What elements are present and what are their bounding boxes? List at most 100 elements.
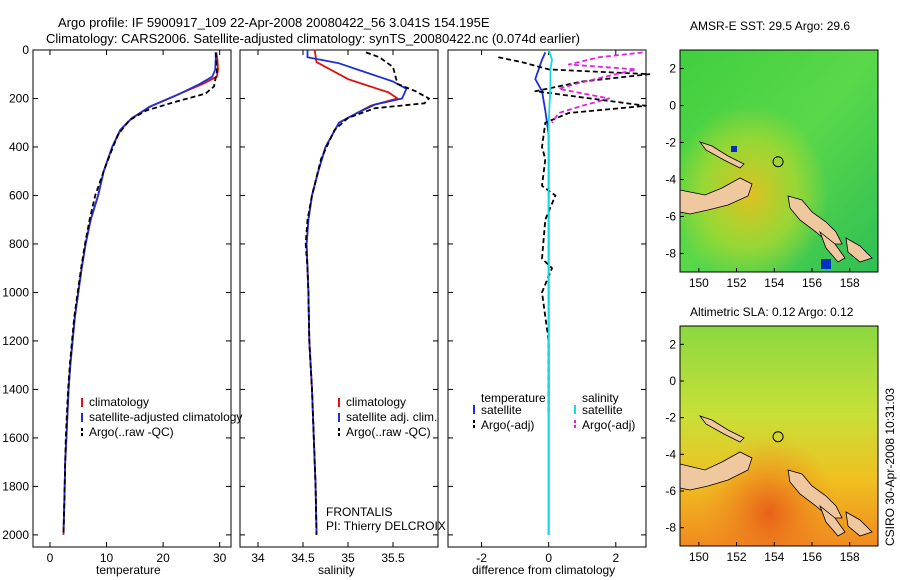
sla-map-title: Altimetric SLA: 0.12 Argo: 0.12 <box>690 305 854 319</box>
legend-label-temp-satellite: satellite <box>481 403 522 417</box>
x-tick-label: 10 <box>100 551 114 565</box>
sst-axes-frame <box>679 49 879 273</box>
sla-coastline <box>679 415 873 537</box>
legend-heading-temperature: temperature <box>481 391 546 405</box>
y-tick-label: 1000 <box>2 285 29 299</box>
legend-label-satellite: satellite-adjusted climatology <box>89 410 242 424</box>
x-tick-label: 20 <box>156 551 170 565</box>
y-tick-label: -6 <box>665 210 676 224</box>
difference-xlabel: difference from climatology <box>472 563 615 577</box>
legend-label-temp-argo: Argo(-adj) <box>481 418 534 432</box>
y-tick-label: 0 <box>22 43 29 57</box>
salinity-panel: 34 34.5 35 35.5 salinity climatology satell… <box>239 49 446 577</box>
x-tick-label: 150 <box>689 276 709 290</box>
temperature-xlabel: temperature <box>96 563 161 577</box>
series-line <box>305 49 399 535</box>
legend-heading-salinity: salinity <box>582 391 619 405</box>
x-tick-label: 158 <box>840 550 860 564</box>
y-tick-label: -6 <box>665 484 676 498</box>
temperature-ticks: 0 10 20 30 0 200 400 600 800 1000 1200 1400 1600 1800… <box>2 43 231 565</box>
y-tick-label: 1800 <box>2 479 29 493</box>
x-tick-label: 0 <box>47 551 54 565</box>
difference-legend: temperature satellite Argo(-adj) salinit… <box>473 391 635 432</box>
figure-title-line1: Argo profile: IF 5900917_109 22-Apr-2008… <box>58 15 490 30</box>
sst-pixel-cold <box>821 259 831 269</box>
series-line <box>498 56 651 414</box>
sst-pixel-cold <box>731 146 737 152</box>
y-tick-label: 400 <box>9 140 29 154</box>
x-tick-label: 150 <box>689 550 709 564</box>
y-tick-label: 1200 <box>2 334 29 348</box>
y-tick-label: -4 <box>665 447 676 461</box>
difference-axes-frame <box>447 49 647 548</box>
temperature-series <box>62 52 219 535</box>
y-tick-label: 2000 <box>2 528 29 542</box>
y-tick-label: -2 <box>665 411 676 425</box>
salinity-xlabel: salinity <box>318 563 355 577</box>
y-tick-label: 1600 <box>2 431 29 445</box>
y-tick-label: 600 <box>9 188 29 202</box>
salinity-legend: climatology satellite adj. clim. Argo(..… <box>338 395 437 439</box>
y-tick-label: -8 <box>665 247 676 261</box>
legend-label-satellite: satellite adj. clim. <box>346 410 437 424</box>
x-tick-label: 156 <box>802 276 822 290</box>
sst-map-panel: AMSR-E SST: 29.5 Argo: 29.6 150 152 154 156… <box>665 19 879 291</box>
argo-location-marker <box>772 156 784 168</box>
sst-map-title: AMSR-E SST: 29.5 Argo: 29.6 <box>690 19 850 33</box>
salinity-series <box>304 49 430 535</box>
temperature-panel: 0 10 20 30 0 200 400 600 800 1000 1200 1400 1600 1800… <box>2 43 242 577</box>
x-tick-label: 34 <box>251 551 265 565</box>
x-tick-label: 30 <box>213 551 227 565</box>
legend-label-sal-argo: Argo(-adj) <box>582 418 635 432</box>
temperature-axes-frame <box>32 49 232 548</box>
legend-label-climatology: climatology <box>346 395 406 409</box>
side-timestamp-label: CSIRO 30-Apr-2008 10:31:03 <box>883 388 897 546</box>
y-tick-label: 800 <box>9 237 29 251</box>
temperature-legend: climatology satellite-adjusted climatolo… <box>81 395 242 439</box>
x-tick-label: 35.5 <box>381 551 405 565</box>
difference-panel: -2 0 2 difference from climatology tempera… <box>447 49 651 577</box>
x-tick-label: 34.5 <box>291 551 315 565</box>
salinity-ticks: 34 34.5 35 35.5 <box>240 49 438 565</box>
x-tick-label: 0 <box>545 551 552 565</box>
series-line <box>62 52 217 533</box>
sst-coastline <box>679 141 873 263</box>
sla-axes-frame <box>679 325 879 547</box>
annotation-pi: PI: Thierry DELCROIX <box>326 519 446 533</box>
series-line <box>304 51 430 535</box>
series-line <box>62 52 219 535</box>
x-tick-label: 2 <box>612 551 619 565</box>
x-tick-label: 152 <box>727 276 747 290</box>
legend-label-argo: Argo(..raw -QC) <box>346 425 431 439</box>
y-tick-label: 2 <box>669 337 676 351</box>
series-line <box>305 50 408 533</box>
figure-title-line2: Climatology: CARS2006. Satellite-adjuste… <box>46 31 580 46</box>
series-line <box>62 52 218 535</box>
sla-map-panel: Altimetric SLA: 0.12 Argo: 0.12 150 152 15… <box>665 305 879 564</box>
y-tick-label: 200 <box>9 91 29 105</box>
series-line <box>551 51 643 124</box>
argo-location-marker <box>772 431 784 443</box>
legend-label-argo: Argo(..raw -QC) <box>89 425 174 439</box>
y-tick-label: 1400 <box>2 382 29 396</box>
x-tick-label: 35 <box>341 551 355 565</box>
x-tick-label: 156 <box>802 550 822 564</box>
salinity-axes-frame <box>239 49 439 548</box>
y-tick-label: 0 <box>669 374 676 388</box>
y-tick-label: -8 <box>665 521 676 535</box>
y-tick-label: 0 <box>669 99 676 113</box>
sst-warm-region <box>680 50 878 272</box>
x-tick-label: 152 <box>727 550 747 564</box>
legend-label-climatology: climatology <box>89 395 149 409</box>
y-tick-label: -4 <box>665 173 676 187</box>
x-tick-label: 154 <box>764 550 784 564</box>
sla-ticks: 150 152 154 156 158 2 0 -2 -4 -6 -8 <box>665 337 860 564</box>
series-line <box>534 52 550 535</box>
sla-hot-region <box>680 326 878 546</box>
sst-ticks: 150 152 154 156 158 2 0 -2 -4 -6 -8 <box>665 62 860 291</box>
x-tick-label: 158 <box>840 276 860 290</box>
series-line <box>547 49 553 535</box>
y-tick-label: 2 <box>669 62 676 76</box>
difference-series <box>498 49 651 535</box>
